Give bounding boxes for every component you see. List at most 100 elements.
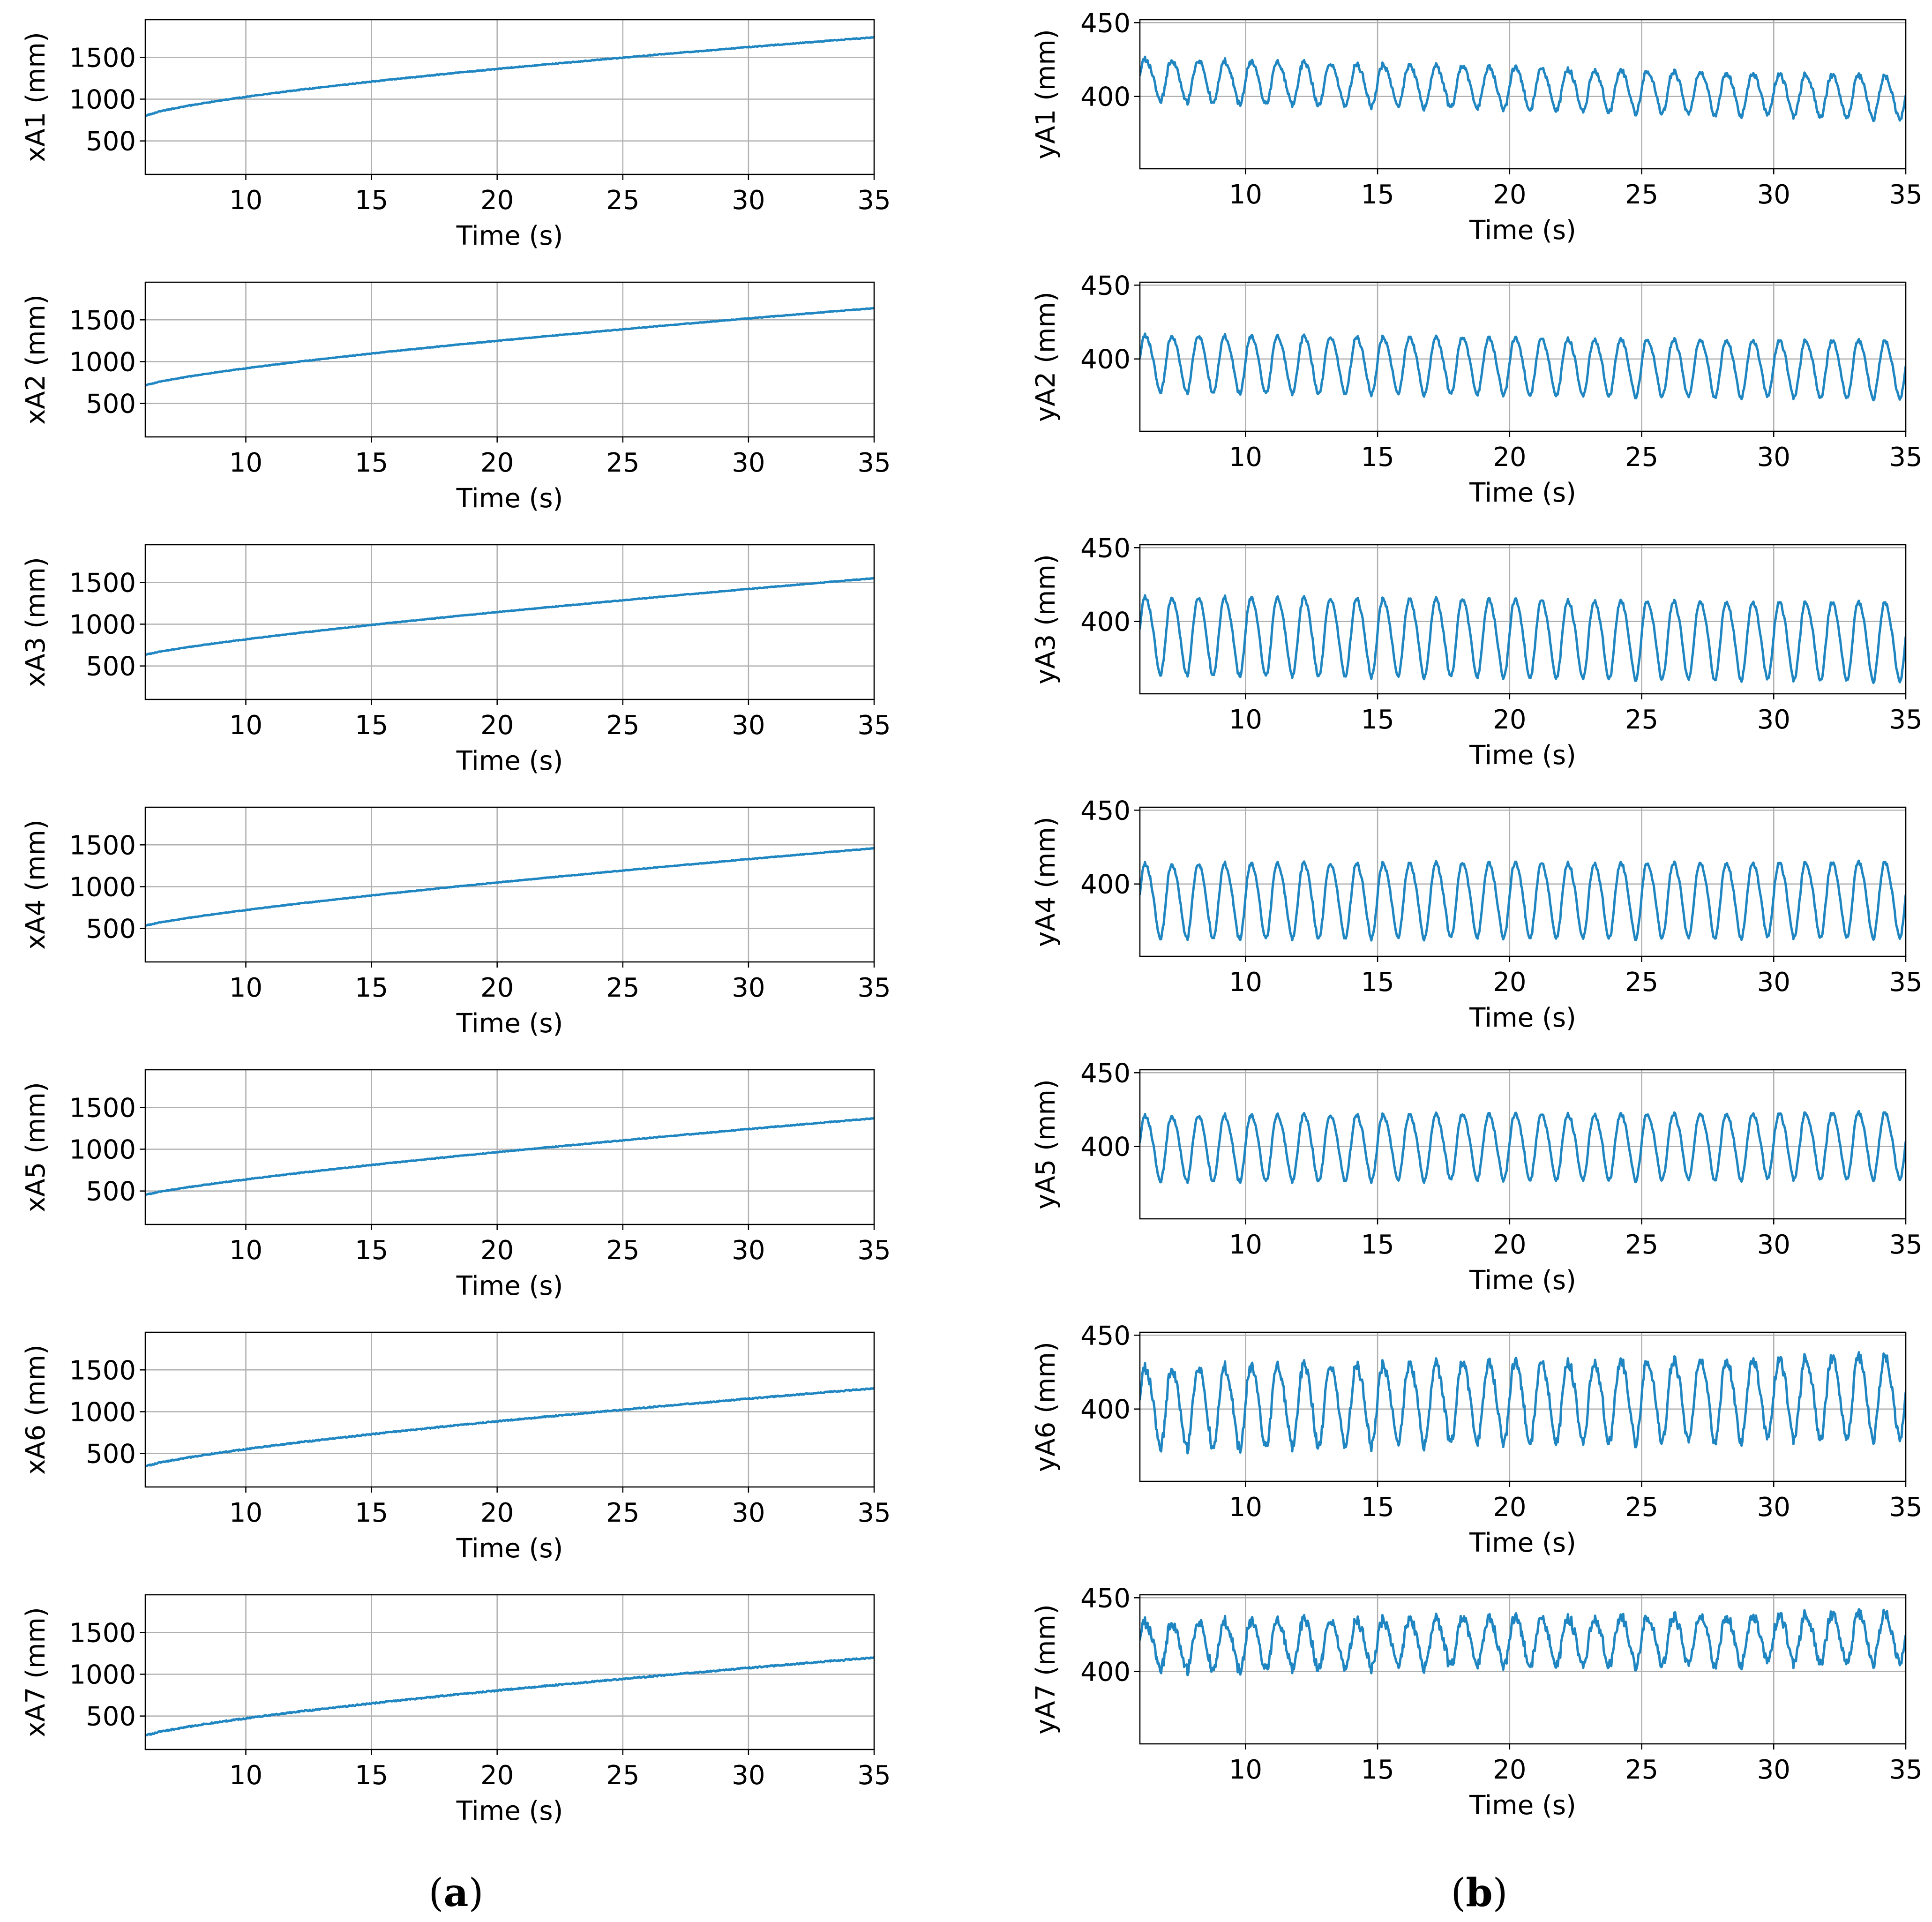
y-tick-label: 1500 — [69, 1355, 136, 1386]
y-axis-label: xA6 (mm) — [21, 1344, 51, 1475]
plot-frame — [1139, 1069, 1907, 1220]
x-tick-label: 25 — [1625, 705, 1658, 735]
x-tick-label: 25 — [1625, 1755, 1658, 1785]
y-axis-label: xA2 (mm) — [21, 294, 51, 425]
y-axis-label: yA2 (mm) — [1031, 292, 1061, 422]
x-tick-label: 20 — [1493, 442, 1526, 473]
x-tick-label: 20 — [1493, 705, 1526, 735]
series-line-yA1 — [1140, 55, 1906, 122]
x-tick-label: 35 — [1889, 180, 1922, 210]
y-tick-label: 500 — [86, 127, 136, 157]
x-tick-label: 35 — [1889, 442, 1922, 473]
x-tick-label: 35 — [857, 710, 891, 741]
y-tick-label: 400 — [1080, 870, 1131, 900]
y-tick-label: 400 — [1080, 1395, 1131, 1425]
x-tick-label: 15 — [355, 973, 388, 1003]
chart-yA1: 10 15 20 25 30 35 400 450 Time (s) yA1 (mm) — [1031, 8, 1923, 246]
x-tick-label: 15 — [1361, 180, 1394, 210]
y-tick-label: 400 — [1080, 1132, 1131, 1163]
x-tick-label: 15 — [1361, 1755, 1394, 1785]
x-tick-label: 30 — [1757, 705, 1790, 735]
x-tick-label: 25 — [1625, 1230, 1658, 1260]
plot-frame — [144, 281, 875, 438]
chart-xA3: 10 15 20 25 30 35 500 1000 1500 Time (s) xA3 (mm) — [21, 544, 891, 776]
x-tick-label: 15 — [355, 185, 388, 216]
x-tick-label: 15 — [1361, 705, 1394, 735]
chart-yA7: 10 15 20 25 30 35 400 450 Time (s) yA7 (mm) — [1031, 1583, 1923, 1821]
x-tick-label: 25 — [1625, 442, 1658, 473]
plot-frame — [144, 19, 875, 175]
x-tick-label: 30 — [1757, 1230, 1790, 1260]
y-tick-label: 1500 — [69, 305, 136, 336]
panel-label-a: (a) — [428, 1870, 483, 1915]
chart-xA1: 10 15 20 25 30 35 500 1000 1500 Time (s) xA1 (mm) — [21, 19, 891, 251]
y-tick-label: 450 — [1080, 796, 1131, 826]
x-tick-label: 15 — [1361, 1492, 1394, 1523]
x-tick-label: 25 — [1625, 967, 1658, 998]
x-tick-label: 10 — [1229, 180, 1262, 210]
y-tick-label: 400 — [1080, 607, 1131, 638]
x-tick-label: 35 — [1889, 967, 1922, 998]
x-axis-label: Time (s) — [456, 1271, 563, 1301]
x-tick-label: 10 — [229, 973, 262, 1003]
y-tick-label: 1500 — [69, 43, 136, 73]
plot-frame — [144, 1069, 875, 1225]
series-line-yA6 — [1140, 1351, 1906, 1455]
x-tick-label: 20 — [1493, 1230, 1526, 1260]
y-tick-label: 450 — [1080, 270, 1131, 301]
chart-xA6: 10 15 20 25 30 35 500 1000 1500 Time (s) xA6 (mm) — [21, 1331, 891, 1564]
x-tick-label: 15 — [355, 1760, 388, 1791]
y-axis-label: xA4 (mm) — [21, 819, 51, 950]
plot-frame — [144, 1594, 875, 1750]
y-tick-label: 1000 — [69, 84, 136, 115]
x-tick-label: 15 — [355, 1498, 388, 1528]
x-tick-label: 25 — [1625, 1492, 1658, 1523]
x-tick-label: 20 — [480, 448, 514, 478]
x-axis-label: Time (s) — [1469, 215, 1576, 246]
y-tick-label: 400 — [1080, 345, 1131, 375]
chart-yA2: 10 15 20 25 30 35 400 450 Time (s) yA2 (mm) — [1031, 270, 1923, 508]
y-tick-label: 500 — [86, 914, 136, 945]
y-tick-label: 1000 — [69, 347, 136, 377]
x-tick-label: 20 — [1493, 180, 1526, 210]
y-axis-label: yA5 (mm) — [1031, 1079, 1061, 1209]
series-line-yA5 — [1140, 1110, 1906, 1184]
y-axis-label: yA6 (mm) — [1031, 1342, 1061, 1472]
x-tick-label: 35 — [857, 973, 891, 1003]
y-axis-label: yA1 (mm) — [1031, 29, 1061, 159]
x-axis-label: Time (s) — [1469, 1265, 1576, 1296]
y-tick-label: 500 — [86, 389, 136, 420]
series-line-xA2 — [145, 307, 874, 387]
series-line-yA7 — [1140, 1608, 1906, 1676]
plot-frame — [144, 544, 875, 700]
x-tick-label: 10 — [1229, 1230, 1262, 1260]
x-tick-label: 30 — [1757, 180, 1790, 210]
x-tick-label: 35 — [857, 448, 891, 478]
x-tick-label: 10 — [229, 1235, 262, 1266]
plot-frame — [144, 806, 875, 963]
x-tick-label: 35 — [857, 185, 891, 216]
x-tick-label: 20 — [480, 1235, 514, 1266]
x-tick-label: 30 — [732, 185, 765, 216]
x-tick-label: 10 — [1229, 967, 1262, 998]
y-tick-label: 450 — [1080, 1321, 1131, 1351]
x-tick-label: 25 — [606, 973, 639, 1003]
x-tick-label: 25 — [606, 1235, 639, 1266]
x-tick-label: 15 — [355, 1235, 388, 1266]
x-tick-label: 20 — [480, 1498, 514, 1528]
x-tick-label: 30 — [732, 448, 765, 478]
x-axis-label: Time (s) — [1469, 740, 1576, 771]
x-axis-label: Time (s) — [1469, 1003, 1576, 1033]
x-tick-label: 15 — [355, 710, 388, 741]
y-tick-label: 1000 — [69, 1659, 136, 1690]
plot-frame — [1139, 544, 1907, 695]
x-tick-label: 30 — [732, 710, 765, 741]
x-tick-label: 20 — [1493, 1755, 1526, 1785]
x-tick-label: 25 — [606, 1498, 639, 1528]
x-tick-label: 10 — [1229, 705, 1262, 735]
y-tick-label: 450 — [1080, 533, 1131, 563]
y-tick-label: 1500 — [69, 568, 136, 598]
y-tick-label: 1500 — [69, 1618, 136, 1648]
y-axis-label: yA7 (mm) — [1031, 1604, 1061, 1734]
y-tick-label: 1500 — [69, 1093, 136, 1123]
